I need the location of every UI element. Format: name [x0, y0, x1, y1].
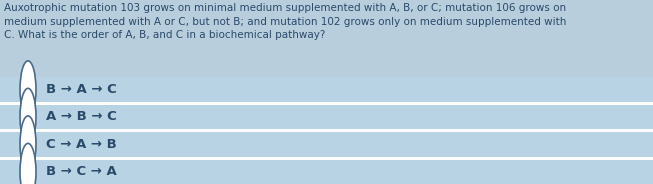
Bar: [0, 132, 653, 157]
Bar: [0, 77, 653, 102]
Ellipse shape: [20, 116, 36, 173]
Bar: [0, 129, 653, 132]
Ellipse shape: [20, 61, 36, 118]
Bar: [0, 0, 653, 77]
Text: C → A → B: C → A → B: [46, 138, 117, 151]
Text: A → B → C: A → B → C: [46, 110, 117, 123]
Bar: [0, 105, 653, 129]
Text: B → A → C: B → A → C: [46, 83, 117, 96]
Text: Auxotrophic mutation 103 grows on minimal medium supplemented with A, B, or C; m: Auxotrophic mutation 103 grows on minima…: [4, 3, 566, 40]
Text: B → C → A: B → C → A: [46, 165, 117, 178]
Ellipse shape: [20, 88, 36, 145]
Bar: [0, 102, 653, 105]
Ellipse shape: [20, 143, 36, 184]
Bar: [0, 160, 653, 184]
Bar: [0, 157, 653, 160]
